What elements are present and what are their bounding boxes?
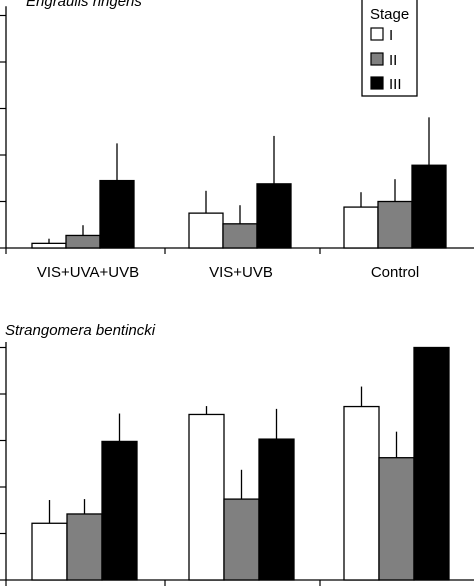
panel-title: Engraulis ringens — [26, 0, 142, 10]
bar-I-1 — [188, 212, 224, 249]
legend-swatch-I — [370, 27, 384, 41]
x-tick-label: VIS+UVA+UVB — [37, 264, 139, 281]
panel-strangomera-bentincki: Strangomera bentincki — [0, 322, 474, 586]
legend-label: II — [389, 52, 397, 69]
bar-II-1 — [223, 498, 260, 581]
legend-label: III — [389, 76, 402, 93]
panel-engraulis-ringens: Engraulis ringens VIS+UVA+UVB VIS+UVB Co… — [0, 0, 474, 281]
bar-III-2 — [411, 164, 447, 249]
bars — [31, 346, 450, 581]
bars — [31, 117, 447, 249]
bar-I-0 — [31, 522, 68, 581]
bar-III-2 — [413, 346, 450, 581]
bar-I-2 — [343, 206, 379, 249]
x-tick-label: Control — [371, 264, 419, 281]
bar-I-0 — [31, 242, 67, 249]
legend-label: I — [389, 27, 393, 44]
bar-III-0 — [99, 179, 135, 249]
bar-II-2 — [377, 200, 413, 249]
bar-II-0 — [66, 513, 103, 581]
bar-I-2 — [343, 405, 380, 581]
legend: Stage I II III — [361, 0, 418, 97]
panel-title: Strangomera bentincki — [5, 322, 156, 339]
bar-I-1 — [188, 413, 225, 581]
bar-III-1 — [256, 183, 292, 249]
x-tick-labels: VIS+UVA+UVB VIS+UVB Control — [37, 264, 419, 281]
legend-swatch-III — [370, 76, 384, 90]
bar-II-2 — [378, 457, 415, 581]
bar-II-0 — [65, 234, 101, 249]
legend-swatch-II — [370, 52, 384, 66]
legend-title: Stage — [370, 6, 409, 23]
x-tick-label: VIS+UVB — [209, 264, 273, 281]
bar-II-1 — [222, 223, 258, 249]
bar-III-0 — [101, 440, 138, 581]
bar-III-1 — [258, 438, 295, 581]
